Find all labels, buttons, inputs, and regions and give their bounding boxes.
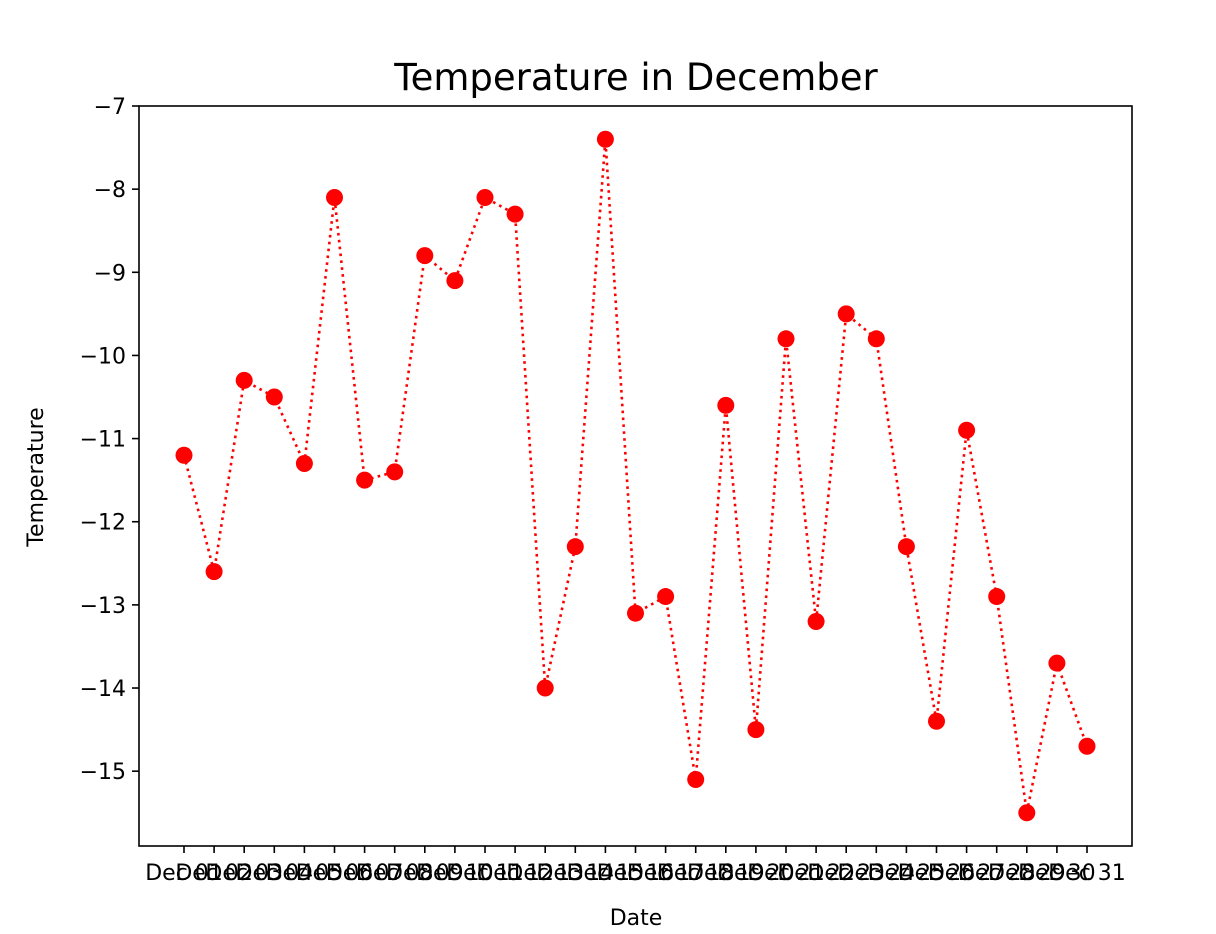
data-point: [777, 330, 795, 348]
y-tick-label: −15: [80, 760, 126, 785]
data-point: [988, 588, 1006, 606]
y-axis-label: Temperature: [24, 407, 49, 547]
x-tick-label: Dec 24: [838, 861, 916, 886]
x-tick-label: Dec 16: [597, 861, 675, 886]
data-point: [295, 455, 313, 473]
data-point: [807, 613, 825, 631]
data-point: [386, 463, 404, 481]
x-tick-label: Dec 06: [296, 861, 374, 886]
data-point: [175, 446, 193, 464]
data-point: [356, 471, 374, 489]
x-tick-label: Dec 30: [1018, 861, 1096, 886]
data-point: [717, 396, 735, 414]
data-point: [627, 604, 644, 622]
x-tick-label: Dec 15: [567, 861, 645, 886]
x-tick-label: Dec 12: [476, 861, 554, 886]
data-point: [536, 679, 554, 697]
data-point: [235, 371, 253, 389]
x-tick-label: Dec 11: [446, 861, 524, 886]
data-point: [747, 721, 765, 739]
x-tick-label: Dec 08: [356, 861, 434, 886]
x-tick-label: Dec 29: [988, 861, 1066, 886]
data-point: [837, 305, 855, 323]
x-tick-label: Dec 09: [386, 861, 464, 886]
y-tick-label: −11: [80, 428, 126, 453]
x-axis-label: Date: [610, 906, 663, 931]
data-point: [596, 130, 614, 148]
x-tick-label: Dec 02: [175, 861, 253, 886]
y-tick-label: −13: [80, 594, 126, 619]
x-tick-label: Dec 04: [236, 861, 314, 886]
y-tick-label: −7: [94, 95, 126, 120]
data-point: [867, 330, 885, 348]
x-tick-label: Dec 22: [777, 861, 855, 886]
x-tick-label: Dec 13: [506, 861, 584, 886]
data-point: [566, 538, 584, 556]
data-point: [1018, 804, 1036, 822]
axes-frame: [138, 105, 1133, 847]
data-point: [416, 247, 434, 265]
data-point: [1078, 737, 1096, 755]
x-tick-label: Dec 27: [928, 861, 1006, 886]
y-tick-label: −14: [80, 677, 126, 702]
x-tick-label: Dec 21: [747, 861, 825, 886]
x-tick-label: Dec 18: [657, 861, 735, 886]
y-tick-label: −12: [80, 511, 126, 536]
x-tick-label: Dec 31: [1048, 861, 1126, 886]
x-tick-label: Dec 01: [145, 861, 223, 886]
data-point: [897, 538, 915, 556]
data-point: [506, 205, 524, 223]
data-point: [265, 388, 283, 406]
y-tick-label: −10: [80, 344, 126, 369]
data-point: [205, 563, 223, 581]
x-tick-label: Dec 23: [807, 861, 885, 886]
data-point: [657, 588, 675, 606]
x-tick-label: Dec 03: [205, 861, 283, 886]
x-tick-label: Dec 20: [717, 861, 795, 886]
x-tick-label: Dec 10: [416, 861, 494, 886]
x-tick-label: Dec 05: [266, 861, 344, 886]
x-tick-label: Dec 17: [627, 861, 705, 886]
chart-title: Temperature in December: [393, 56, 878, 99]
x-tick-label: Dec 25: [868, 861, 946, 886]
y-tick-label: −8: [94, 178, 126, 203]
data-point: [446, 272, 464, 290]
y-tick-label: −9: [94, 261, 126, 286]
data-point: [326, 188, 343, 206]
x-tick-label: Dec 28: [958, 861, 1036, 886]
x-tick-label: Dec 19: [687, 861, 765, 886]
x-tick-label: Dec 26: [898, 861, 976, 886]
data-point: [1048, 654, 1066, 672]
data-point: [687, 770, 705, 788]
x-tick-label: Dec 07: [326, 861, 404, 886]
data-point: [928, 712, 945, 730]
data-point: [476, 188, 494, 206]
x-tick-label: Dec 14: [537, 861, 615, 886]
data-point: [958, 421, 976, 439]
